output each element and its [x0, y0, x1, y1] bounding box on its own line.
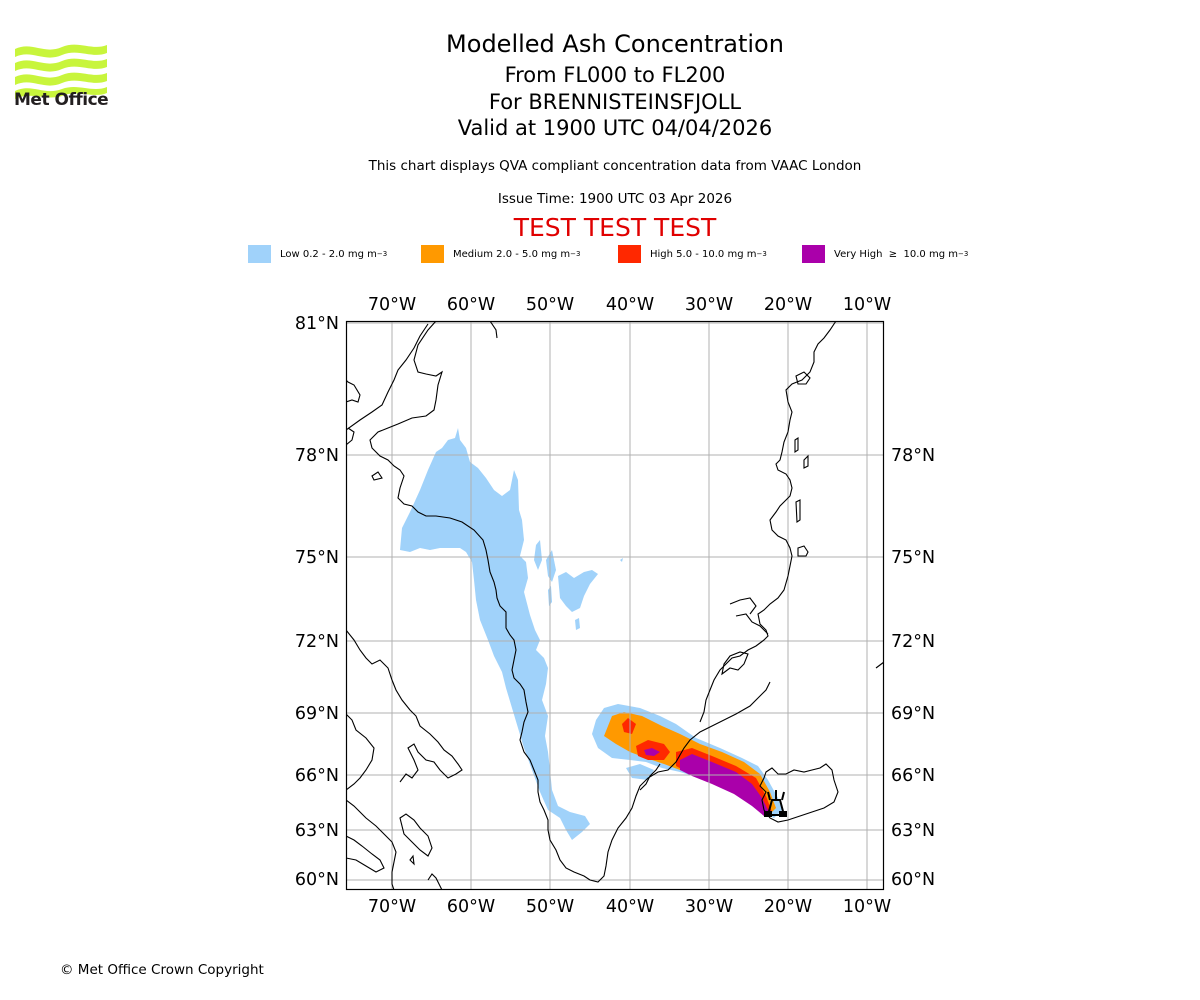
- legend-item-low: Low 0.2 - 2.0 mg m −3: [248, 244, 387, 264]
- lon-labels-top: 70°W 60°W 50°W 40°W 30°W 20°W 10°W: [368, 295, 891, 315]
- lon-label: 10°W: [843, 295, 891, 315]
- legend-label-low: Low 0.2 - 2.0 mg m: [280, 248, 377, 260]
- lon-label: 20°W: [764, 897, 812, 917]
- lat-label: 63°N: [891, 821, 935, 841]
- legend-swatch-low: [248, 245, 271, 263]
- legend-label-very-high: Very High ≥ 10.0 mg m: [834, 248, 958, 260]
- lon-label: 20°W: [764, 295, 812, 315]
- lon-label: 60°W: [447, 897, 495, 917]
- lon-labels-bottom: 70°W 60°W 50°W 40°W 30°W 20°W 10°W: [368, 897, 891, 917]
- volcano-name: For BRENNISTEINSFJOLL: [488, 90, 742, 114]
- lat-label: 78°N: [891, 446, 935, 466]
- lat-label: 63°N: [295, 821, 339, 841]
- lat-label: 81°N: [295, 314, 339, 334]
- met-office-logo-icon: [15, 44, 107, 99]
- lat-label: 75°N: [891, 548, 935, 568]
- chart-title: Modelled Ash Concentration: [446, 30, 784, 58]
- legend-label-high: High 5.0 - 10.0 mg m: [650, 248, 757, 260]
- lat-label: 60°N: [891, 870, 935, 890]
- lat-label: 78°N: [295, 446, 339, 466]
- ash-very-high-concentration: [644, 748, 770, 816]
- legend-item-very-high: Very High ≥ 10.0 mg m −3: [802, 244, 968, 264]
- copyright-notice: © Met Office Crown Copyright: [60, 962, 264, 978]
- volcano-symbol-icon: [764, 790, 787, 817]
- lat-label: 72°N: [891, 632, 935, 652]
- legend-swatch-medium: [421, 245, 444, 263]
- lon-label: 40°W: [606, 295, 654, 315]
- lon-label: 40°W: [606, 897, 654, 917]
- lon-label: 70°W: [368, 897, 416, 917]
- lon-label: 60°W: [447, 295, 495, 315]
- valid-time: Valid at 1900 UTC 04/04/2026: [457, 116, 773, 140]
- lat-labels-right: 78°N 75°N 72°N 69°N 66°N 63°N 60°N: [891, 446, 935, 890]
- lat-label: 69°N: [891, 704, 935, 724]
- lat-label: 66°N: [295, 766, 339, 786]
- chart-description: This chart displays QVA compliant concen…: [368, 158, 862, 174]
- lat-label: 72°N: [295, 632, 339, 652]
- legend-item-medium: Medium 2.0 - 5.0 mg m −3: [421, 244, 580, 264]
- lat-label: 75°N: [295, 548, 339, 568]
- lon-label: 30°W: [685, 897, 733, 917]
- lon-label: 70°W: [368, 295, 416, 315]
- graticule: [346, 321, 884, 890]
- legend-label-medium: Medium 2.0 - 5.0 mg m: [453, 248, 571, 260]
- flight-level-range: From FL000 to FL200: [504, 63, 726, 87]
- lat-label: 66°N: [891, 766, 935, 786]
- legend-swatch-high: [618, 245, 641, 263]
- lon-label: 50°W: [526, 295, 574, 315]
- lon-label: 10°W: [843, 897, 891, 917]
- legend-exp-high: −3: [756, 250, 767, 258]
- map-background: [346, 321, 884, 890]
- legend-swatch-very-high: [802, 245, 825, 263]
- lat-label: 60°N: [295, 870, 339, 890]
- coastlines: [346, 321, 884, 890]
- legend-exp-very-high: −3: [957, 250, 969, 258]
- lat-label: 69°N: [295, 704, 339, 724]
- legend-exp-medium: −3: [570, 250, 581, 258]
- map-frame: [345, 320, 885, 891]
- lon-label: 30°W: [685, 295, 733, 315]
- met-office-logo-text: Met Office: [14, 90, 109, 110]
- legend-exp-low: −3: [376, 250, 388, 258]
- legend-item-high: High 5.0 - 10.0 mg m −3: [618, 244, 767, 264]
- lat-labels-left: 81°N 78°N 75°N 72°N 69°N 66°N 63°N 60°N: [295, 314, 339, 890]
- issue-time: Issue Time: 1900 UTC 03 Apr 2026: [497, 191, 733, 207]
- test-banner: TEST TEST TEST: [513, 213, 717, 242]
- lon-label: 50°W: [526, 897, 574, 917]
